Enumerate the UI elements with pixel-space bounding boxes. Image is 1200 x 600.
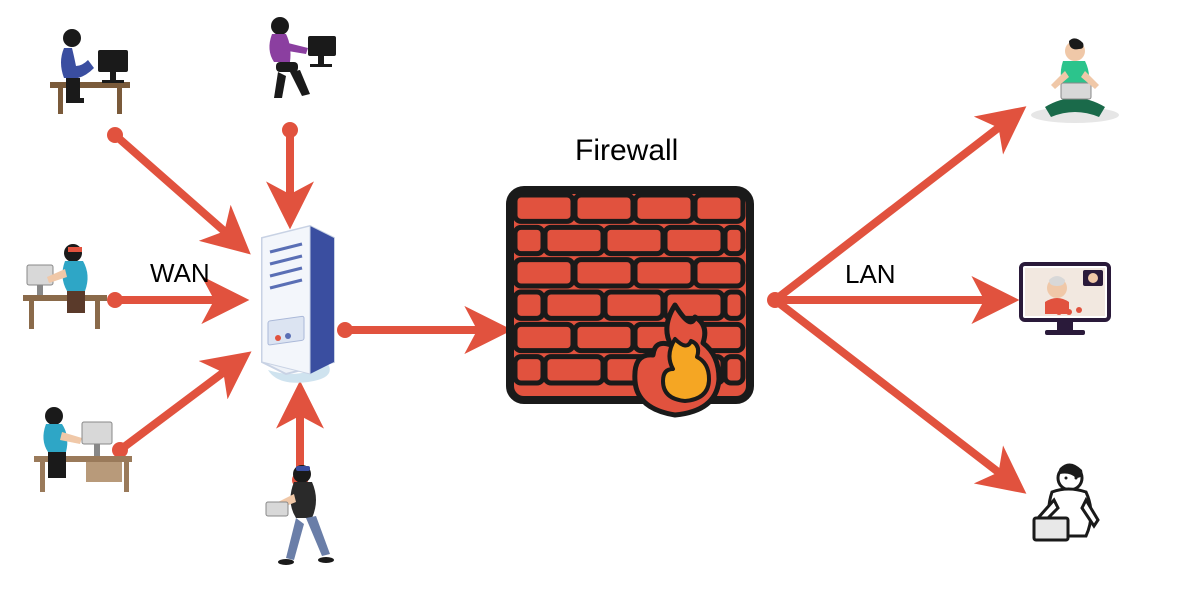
wan-user-bottom-left bbox=[28, 400, 138, 500]
connection-arrow bbox=[115, 135, 240, 245]
connection-dot bbox=[282, 122, 298, 138]
connection-dot bbox=[107, 127, 123, 143]
firewall-label: Firewall bbox=[575, 134, 678, 168]
server-icon bbox=[248, 220, 348, 390]
person-standing-icon bbox=[1020, 460, 1120, 570]
person-crosslegs-icon bbox=[1025, 35, 1125, 125]
firewall-icon bbox=[505, 185, 755, 425]
person-laptop-icon bbox=[258, 460, 348, 570]
person-at-desk-icon bbox=[28, 400, 138, 500]
wan-user-top-left bbox=[40, 20, 140, 120]
diagram-canvas: WAN LAN Firewall bbox=[0, 0, 1200, 600]
connection-dot bbox=[767, 292, 783, 308]
lan-user-mid bbox=[1015, 258, 1115, 343]
person-sitting-icon bbox=[250, 8, 350, 108]
lan-user-bottom bbox=[1020, 460, 1120, 570]
wan-user-bottom bbox=[258, 460, 348, 570]
person-at-desk-icon bbox=[15, 235, 115, 335]
firewall-node bbox=[505, 185, 755, 425]
server-node bbox=[248, 220, 348, 390]
connection-arrow bbox=[120, 360, 240, 450]
connection-arrow bbox=[775, 300, 1015, 485]
lan-label: LAN bbox=[845, 259, 896, 290]
wan-user-top-right bbox=[250, 8, 350, 108]
wan-label: WAN bbox=[150, 258, 210, 289]
video-call-icon bbox=[1015, 258, 1115, 343]
lan-user-top bbox=[1025, 35, 1125, 125]
person-at-desk-icon bbox=[40, 20, 140, 120]
wan-user-left bbox=[15, 235, 115, 335]
